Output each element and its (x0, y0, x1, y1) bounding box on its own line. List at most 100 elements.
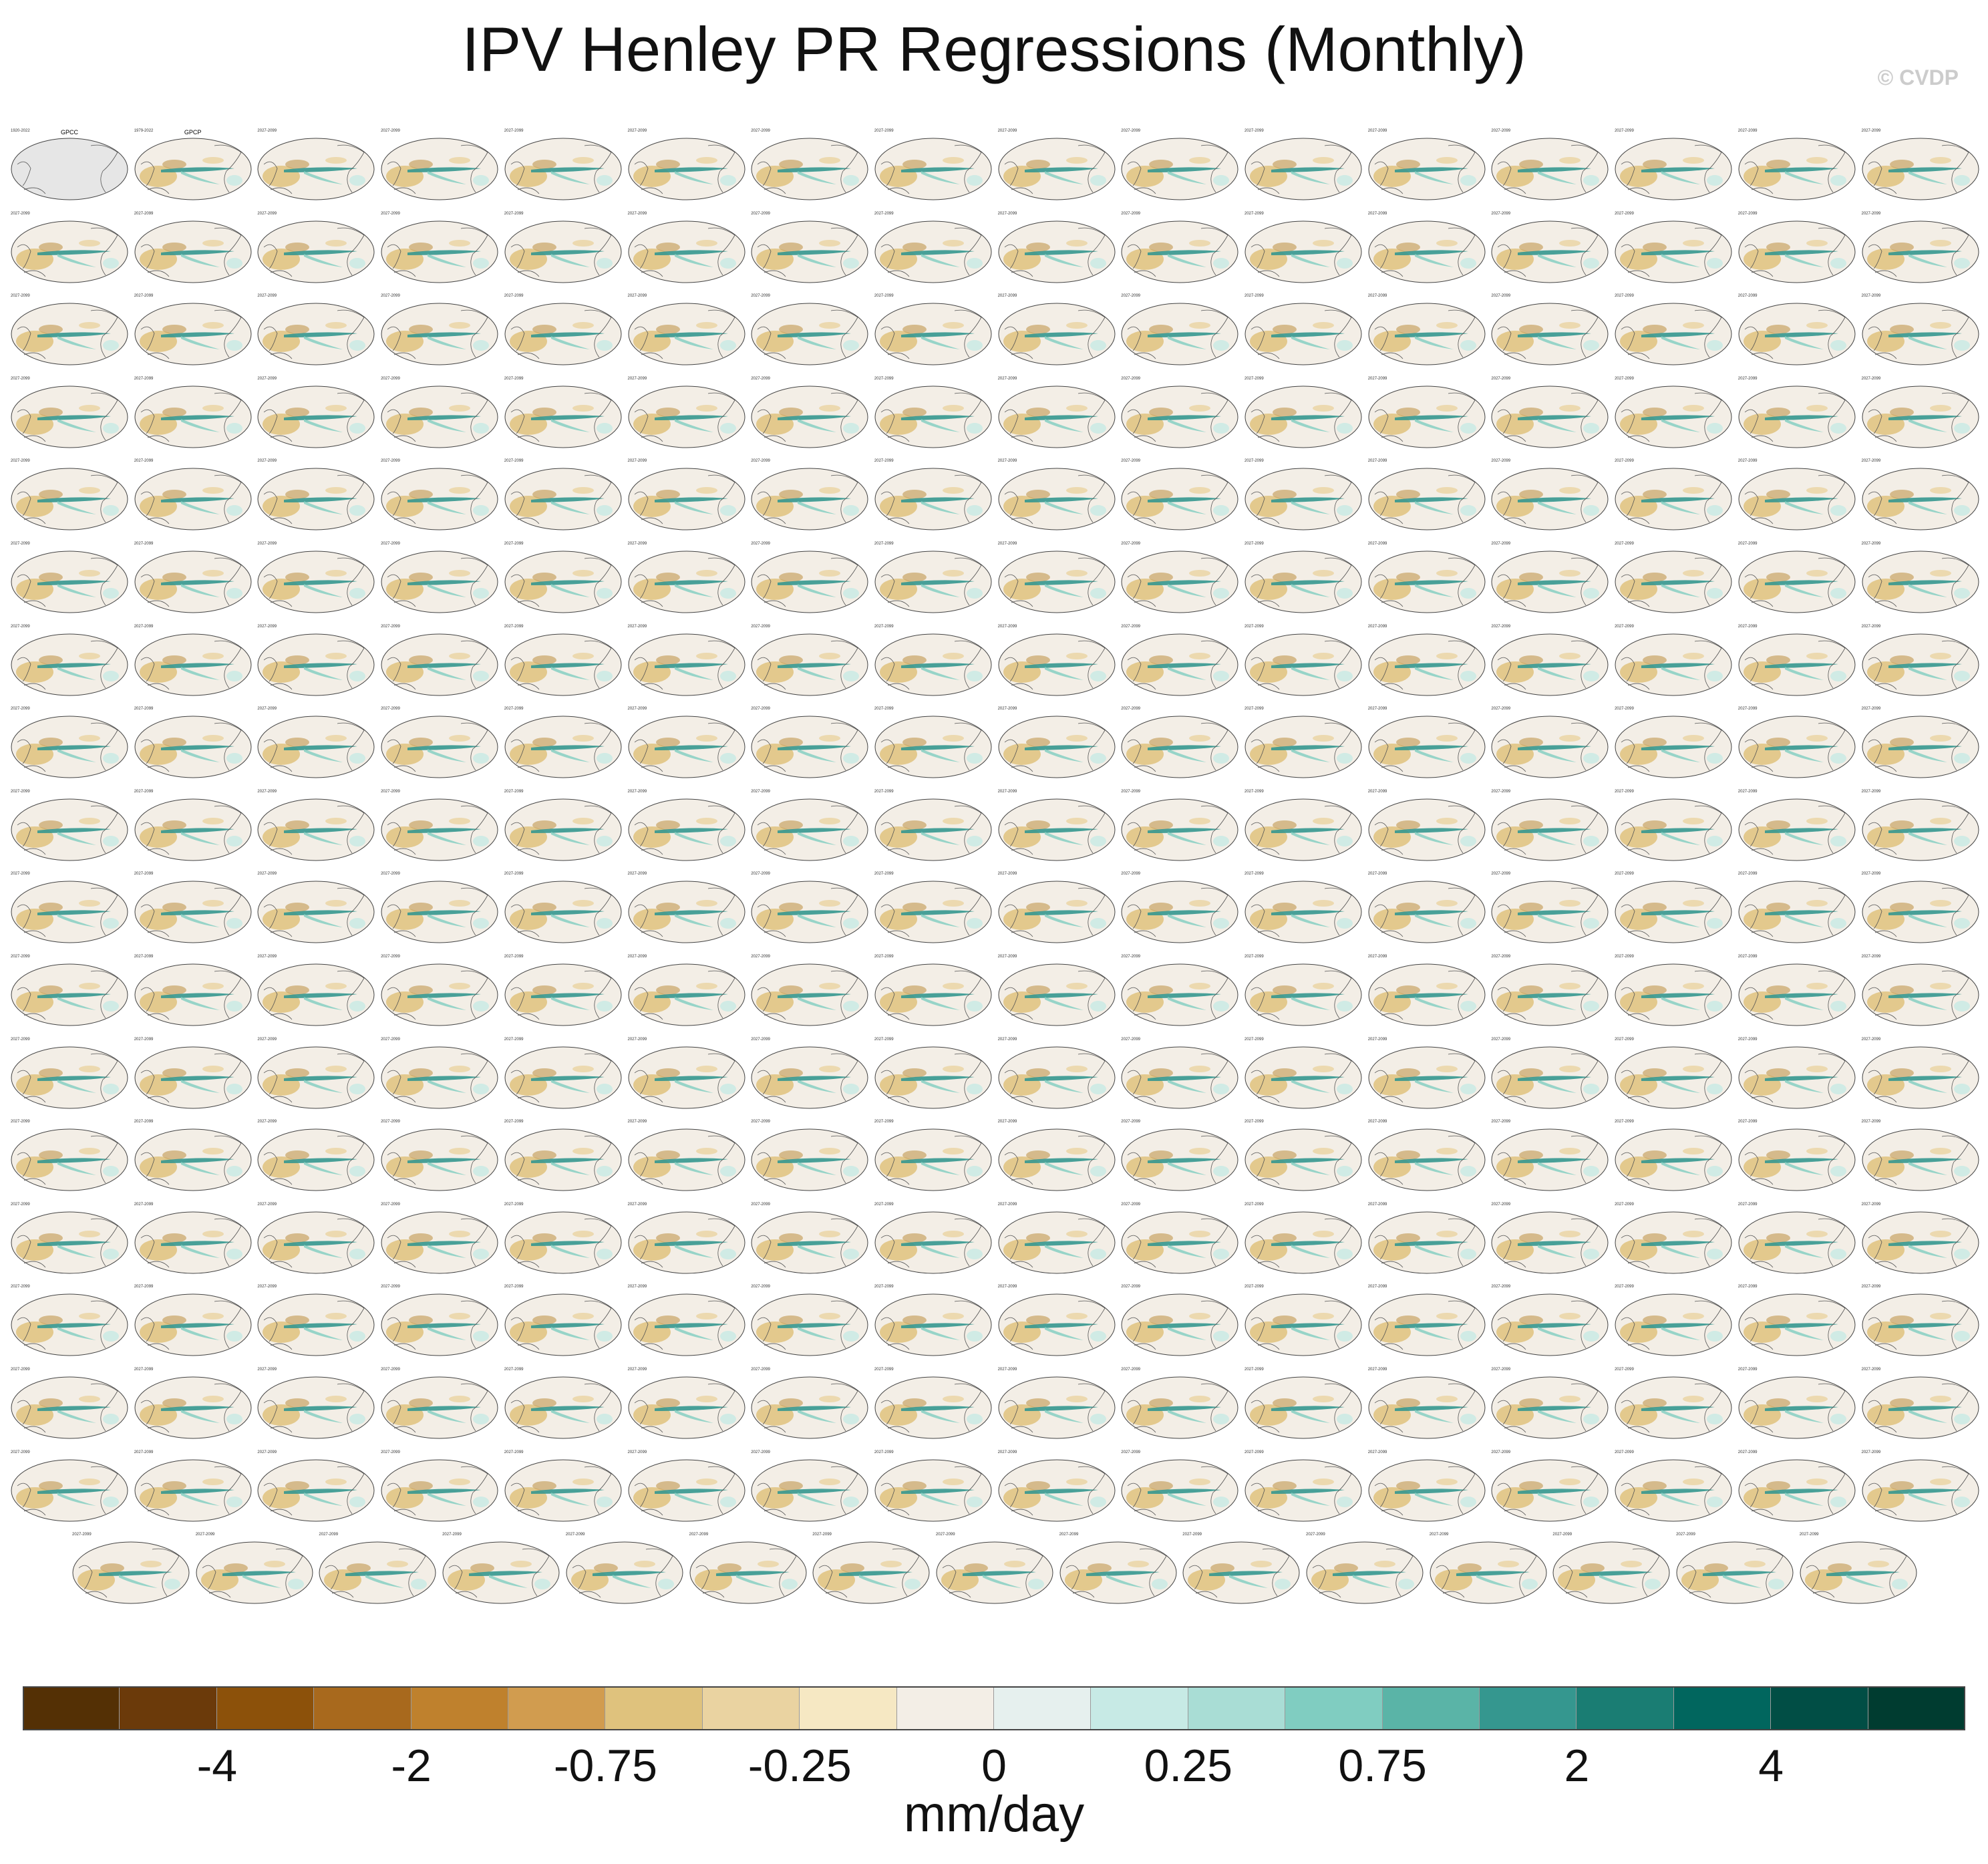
dry-anomaly (1519, 1233, 1544, 1243)
dry-anomaly (695, 1148, 717, 1155)
coastline (1818, 1383, 1846, 1432)
dry-anomaly (325, 900, 347, 907)
wet-anomaly (1518, 1158, 1592, 1164)
regression-map (381, 1293, 498, 1356)
coastline (1257, 187, 1280, 194)
coastline (1374, 1152, 1389, 1177)
coastline (1695, 1218, 1722, 1267)
dry-anomaly (1374, 1561, 1395, 1568)
wet-anomaly (284, 1488, 358, 1494)
coastline (1004, 409, 1019, 434)
coastline (1251, 492, 1265, 516)
wet-anomaly (1337, 175, 1353, 186)
regression-panel: 2027-2099 (257, 458, 375, 530)
regression-panel: 2027-2099 (1121, 458, 1238, 530)
coastline (1504, 270, 1526, 277)
coastline (634, 161, 648, 186)
coastline (764, 1096, 786, 1102)
coastline (831, 888, 858, 936)
regression-panel: 2027-2099 (1245, 789, 1362, 861)
colorbar-box (411, 1686, 508, 1730)
dry-anomaly (409, 407, 434, 417)
panel-years: 2027-2099 (997, 624, 1017, 629)
coastline (584, 970, 612, 1019)
coastline (634, 1483, 648, 1507)
wet-anomaly (1024, 1488, 1098, 1494)
panel-years: 2027-2099 (1861, 1120, 1881, 1124)
wet-anomaly (654, 580, 728, 585)
coastline (17, 326, 31, 351)
dry-anomaly (325, 570, 347, 577)
regression-map (1615, 1459, 1732, 1522)
dry-anomaly (202, 900, 224, 907)
dry-anomaly (779, 242, 804, 252)
regression-panel: 2027-2099 (751, 211, 868, 283)
regression-panel: 2027-2099 (1245, 293, 1362, 365)
coastline (1695, 475, 1722, 523)
coastline (461, 805, 488, 854)
wet-anomaly (843, 340, 860, 351)
regression-map (1491, 1459, 1609, 1522)
panel-years: 2027-2099 (381, 211, 400, 216)
regression-map (1738, 138, 1856, 200)
dry-anomaly (449, 1148, 471, 1155)
panel-years: 2027-2099 (627, 624, 647, 629)
wet-anomaly (1707, 422, 1723, 434)
wet-anomaly (103, 340, 119, 351)
regression-panel: 2027-2099 (1491, 1450, 1609, 1522)
dry-anomaly (202, 817, 224, 824)
panel-years: 2027-2099 (442, 1533, 462, 1537)
wet-anomaly (1583, 753, 1600, 764)
coastline (337, 1135, 365, 1184)
coastline (1128, 822, 1142, 847)
wet-anomaly (530, 745, 605, 751)
dry-anomaly (1519, 242, 1544, 252)
coastline (264, 161, 278, 186)
dry-anomaly (1683, 652, 1705, 659)
regression-map (11, 1293, 128, 1356)
regression-panel: 2027-2099 (1491, 954, 1609, 1026)
dry-anomaly (880, 1561, 902, 1568)
regression-map (1738, 220, 1856, 283)
wet-anomaly (1888, 415, 1962, 420)
dry-anomaly (819, 652, 841, 659)
panel-years: 2027-2099 (1121, 789, 1140, 794)
dry-anomaly (819, 735, 841, 742)
dry-anomaly (39, 903, 63, 913)
coastline (510, 492, 525, 516)
regression-panel: 2027-2099 (257, 1037, 375, 1109)
regression-panel: 2027-2099 (134, 706, 252, 778)
regression-map (1862, 798, 1979, 861)
coastline (887, 270, 910, 277)
panel-years: 2027-2099 (381, 1450, 400, 1454)
dry-anomaly (1273, 573, 1297, 582)
regression-map (1491, 1046, 1609, 1109)
dry-anomaly (572, 1148, 594, 1155)
coastline (23, 600, 46, 607)
dry-anomaly (409, 242, 434, 252)
coastline (1128, 987, 1142, 1012)
coastline (757, 1317, 772, 1342)
dry-anomaly (1806, 570, 1828, 577)
wet-anomaly (1888, 497, 1962, 503)
dry-anomaly (593, 1563, 618, 1573)
wet-anomaly (596, 505, 613, 516)
wet-anomaly (843, 1083, 860, 1094)
wet-anomaly (1394, 745, 1468, 751)
regression-map (628, 1459, 745, 1522)
coastline (634, 574, 648, 599)
regression-map (381, 385, 498, 448)
regression-panel: 2027-2099 (1862, 1284, 1979, 1356)
coastline (707, 1301, 735, 1349)
dry-anomaly (325, 404, 347, 412)
coastline (1941, 227, 1969, 275)
regression-panel: 2027-2099 (812, 1532, 930, 1604)
coastline (517, 518, 540, 524)
coastline (271, 1261, 293, 1268)
panel-years: 2027-2099 (11, 1368, 30, 1372)
coastline (1744, 1152, 1759, 1177)
dry-anomaly (695, 239, 717, 247)
dry-anomaly (1806, 1230, 1828, 1237)
regression-map (1615, 1046, 1732, 1109)
dry-anomaly (409, 903, 434, 913)
